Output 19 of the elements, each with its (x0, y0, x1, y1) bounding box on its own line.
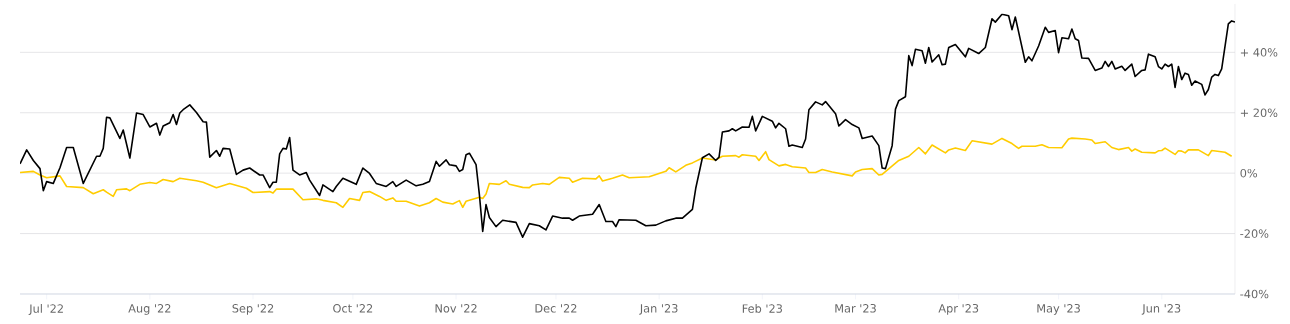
x-tick-label: Mar '23 (835, 304, 876, 313)
y-tick-label: + 20% (1240, 108, 1278, 118)
x-tick-label: Apr '23 (938, 304, 979, 315)
x-tick-label: Jul '22 (28, 304, 63, 315)
x-tick-label: Nov '22 (435, 304, 477, 313)
x-tick-label: Jan '23 (639, 304, 678, 315)
y-tick-label: -20% (1240, 229, 1269, 238)
line-series (20, 137, 1233, 209)
x-tick-label: May '23 (1037, 304, 1080, 315)
y-tick-label: -40% (1240, 289, 1269, 299)
y-tick-label: + 40% (1240, 48, 1278, 57)
x-tick-label: Aug '22 (128, 304, 171, 315)
line-series (20, 13, 1235, 238)
x-tick-label: Oct '22 (333, 304, 373, 313)
x-tick-label: Dec '22 (535, 304, 577, 313)
x-tick-label: Jun '23 (1141, 304, 1181, 315)
y-tick-label: 0% (1240, 168, 1258, 178)
x-tick-label: Feb '23 (742, 304, 782, 313)
x-tick-label: Sep '22 (232, 304, 274, 315)
